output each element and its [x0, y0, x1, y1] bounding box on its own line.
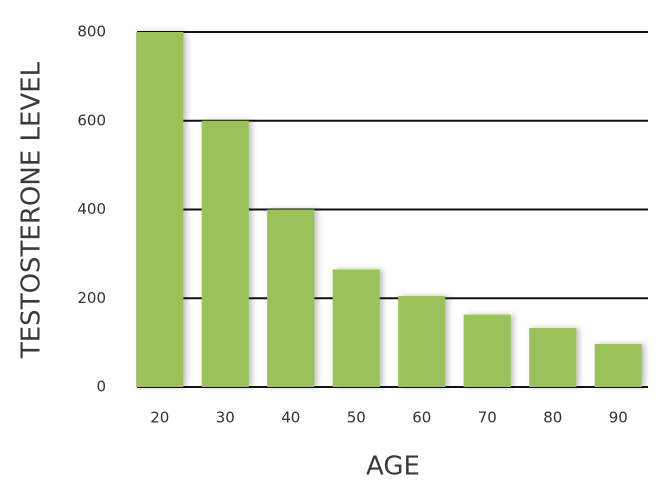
- x-tick-label: 80: [543, 409, 562, 427]
- x-tick-label: 20: [150, 409, 169, 427]
- x-tick-label: 40: [281, 409, 300, 427]
- y-tick-label: 400: [77, 200, 106, 218]
- bars: [136, 32, 642, 387]
- bar: [136, 32, 184, 387]
- x-tick-label: 30: [216, 409, 235, 427]
- y-tick-label: 200: [77, 289, 106, 307]
- bar: [201, 120, 249, 387]
- x-tick-label: 50: [347, 409, 366, 427]
- bar: [332, 269, 380, 387]
- bar: [529, 327, 577, 387]
- y-tick-label: 600: [77, 111, 106, 129]
- y-tick-label: 800: [77, 23, 106, 41]
- x-axis-label: AGE: [366, 452, 420, 482]
- bar: [398, 296, 446, 387]
- bar: [463, 314, 511, 387]
- y-axis-label: TESTOSTERONE LEVEL: [17, 61, 47, 359]
- bar: [267, 209, 315, 387]
- y-tick-label: 0: [96, 378, 106, 396]
- x-tick-label: 70: [478, 409, 497, 427]
- x-tick-label: 90: [609, 409, 628, 427]
- bar: [594, 343, 642, 387]
- x-tick-label: 60: [412, 409, 431, 427]
